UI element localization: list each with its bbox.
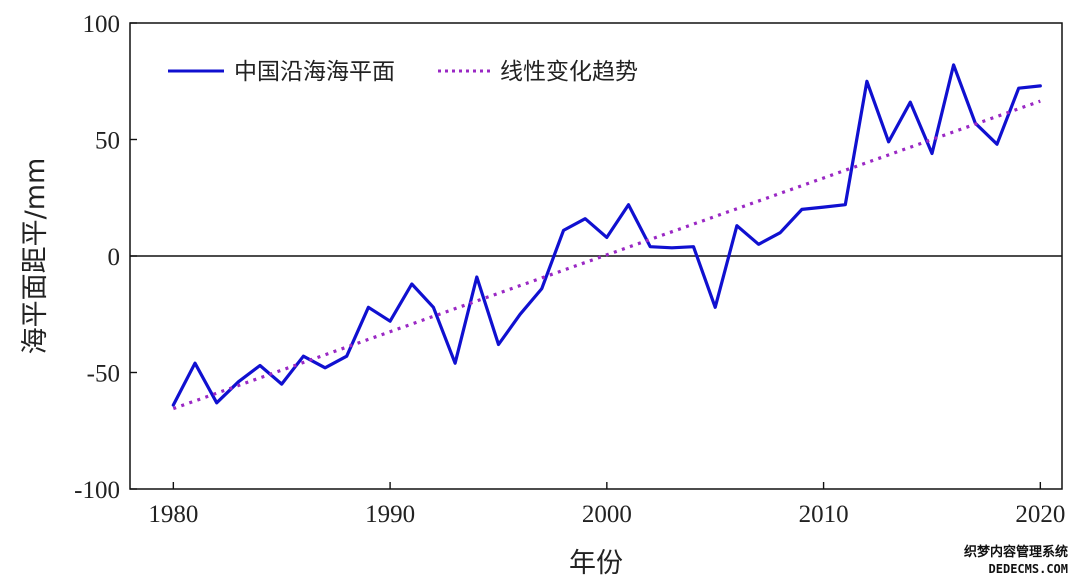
watermark-en: DEDECMS.COM [989, 562, 1068, 576]
y-axis-title: 海平面距平/mm [20, 158, 51, 355]
series-line-coastal-sea-level [171, 63, 1042, 407]
legend-label-linear-trend: 线性变化趋势 [500, 59, 638, 85]
tick-layer: 100 50 0 -50 -100 1980 1990 2000 2010 2020 [74, 11, 1065, 528]
x-tick-label: 2000 [582, 501, 632, 528]
legend: 中国沿海海平面 线性变化趋势 [168, 59, 638, 85]
x-tick-label: 2010 [799, 501, 849, 528]
y-tick-label: 100 [83, 11, 121, 38]
series-layer [171, 63, 1042, 411]
y-tick-label: -50 [87, 361, 120, 388]
x-axis-title: 年份 [569, 548, 623, 579]
legend-label-coastal-sea-level: 中国沿海海平面 [234, 59, 395, 85]
y-tick-label: 50 [95, 128, 120, 155]
watermark: 织梦内容管理系统 DEDECMS.COM [964, 544, 1068, 576]
y-tick-label: -100 [74, 477, 120, 504]
watermark-cn: 织梦内容管理系统 [964, 544, 1068, 560]
x-tick-label: 2020 [1015, 501, 1065, 528]
y-tick-label: 0 [108, 244, 121, 271]
x-tick-label: 1980 [148, 501, 198, 528]
x-tick-label: 1990 [365, 501, 415, 528]
series-line-linear-trend [172, 99, 1041, 411]
